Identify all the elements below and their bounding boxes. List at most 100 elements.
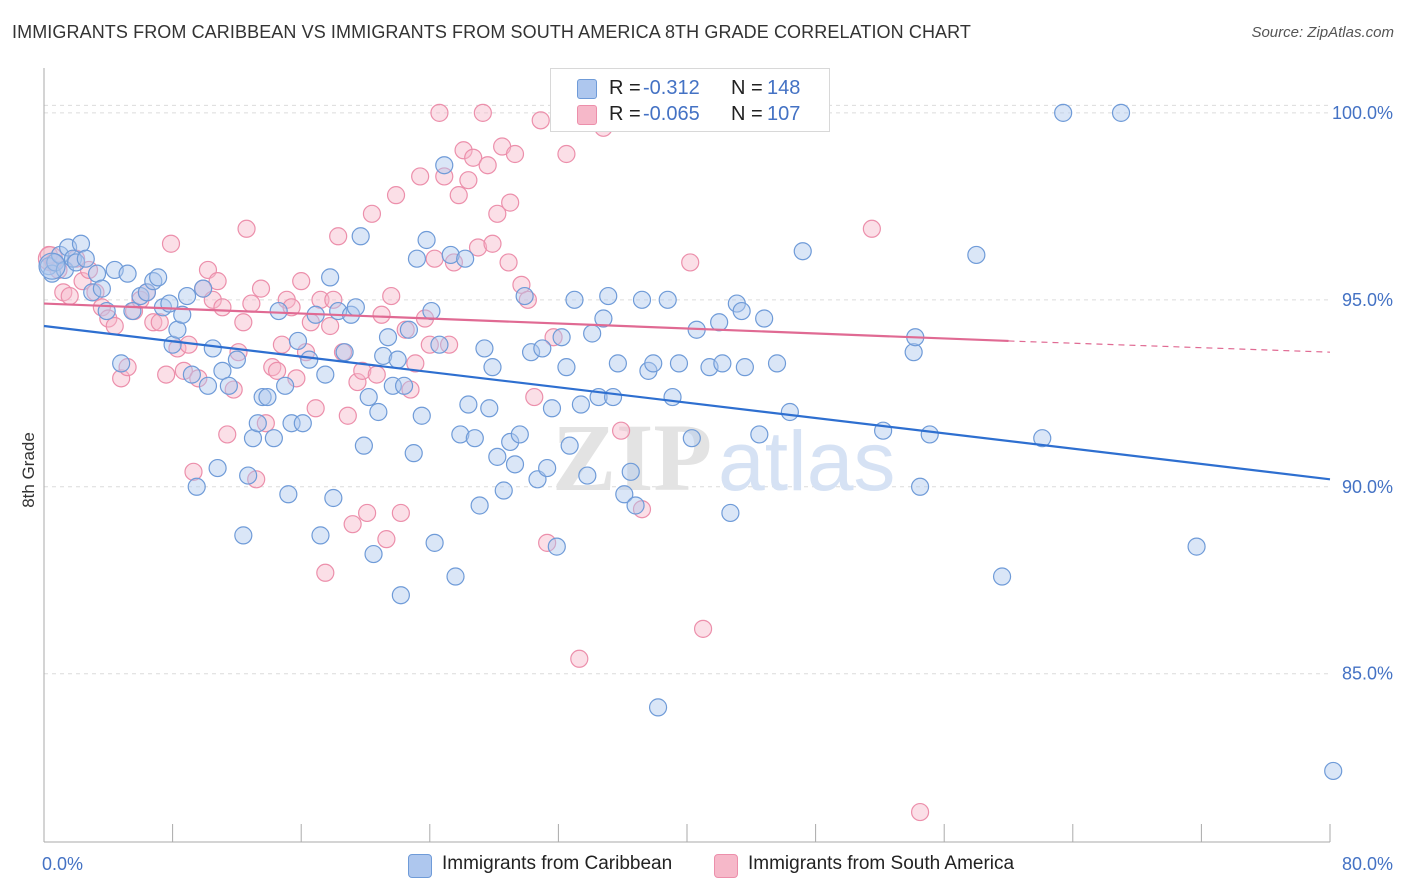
point-caribbean bbox=[732, 301, 751, 321]
point-caribbean bbox=[721, 503, 740, 523]
point-south-america bbox=[234, 313, 253, 332]
point-caribbean bbox=[374, 346, 393, 366]
point-south-america bbox=[910, 802, 930, 822]
point-caribbean bbox=[533, 339, 552, 358]
point-caribbean bbox=[417, 230, 436, 250]
y-tick-label: 95.0% bbox=[1342, 290, 1393, 310]
point-caribbean bbox=[378, 328, 398, 347]
point-caribbean bbox=[615, 485, 634, 504]
point-caribbean bbox=[149, 268, 168, 287]
point-caribbean bbox=[227, 350, 246, 369]
point-south-america bbox=[483, 234, 502, 253]
point-caribbean bbox=[1033, 429, 1052, 448]
point-caribbean bbox=[547, 537, 566, 556]
point-caribbean bbox=[399, 320, 419, 339]
point-south-america bbox=[488, 204, 507, 223]
point-south-america bbox=[464, 148, 483, 167]
point-caribbean bbox=[644, 354, 663, 373]
point-caribbean bbox=[510, 425, 529, 444]
n-label: N = bbox=[731, 103, 763, 125]
point-south-america bbox=[348, 372, 367, 392]
legend-swatch-south-america bbox=[714, 854, 738, 878]
point-south-america bbox=[411, 167, 430, 186]
point-south-america bbox=[272, 335, 292, 354]
point-caribbean bbox=[494, 481, 513, 500]
point-caribbean bbox=[560, 436, 579, 455]
point-caribbean bbox=[542, 399, 562, 418]
point-caribbean bbox=[608, 354, 627, 373]
point-caribbean bbox=[446, 567, 465, 586]
point-south-america bbox=[242, 294, 261, 313]
point-caribbean bbox=[364, 544, 383, 564]
point-south-america bbox=[611, 421, 631, 440]
point-caribbean bbox=[137, 283, 156, 302]
point-caribbean bbox=[293, 414, 312, 433]
legend-row-south-america: R = -0.065 N = 107 bbox=[551, 101, 829, 127]
point-south-america bbox=[501, 193, 520, 212]
point-caribbean bbox=[269, 301, 288, 321]
point-caribbean bbox=[112, 354, 131, 373]
point-south-america bbox=[321, 316, 340, 336]
point-south-america bbox=[862, 219, 881, 238]
point-south-america bbox=[468, 238, 488, 257]
y-axis-label: 8th Grade bbox=[19, 432, 38, 508]
point-caribbean bbox=[480, 399, 499, 418]
point-caribbean bbox=[603, 387, 623, 407]
legend-stats: R = -0.312 N = 148 R = -0.065 N = 107 bbox=[550, 68, 830, 132]
point-caribbean bbox=[552, 328, 571, 347]
point-caribbean bbox=[1111, 103, 1131, 122]
point-caribbean bbox=[346, 298, 365, 317]
point-south-america bbox=[367, 365, 386, 384]
point-caribbean bbox=[632, 290, 652, 309]
point-caribbean bbox=[248, 414, 267, 433]
n-value: 148 bbox=[767, 77, 801, 99]
point-south-america bbox=[391, 503, 410, 523]
point-south-america bbox=[386, 186, 406, 205]
point-caribbean bbox=[967, 245, 986, 265]
point-caribbean bbox=[359, 387, 378, 407]
point-caribbean bbox=[621, 462, 640, 481]
point-south-america bbox=[292, 272, 311, 291]
point-south-america bbox=[329, 227, 348, 246]
point-caribbean bbox=[264, 429, 283, 448]
point-caribbean bbox=[565, 290, 584, 309]
point-south-america bbox=[505, 144, 525, 164]
point-south-america bbox=[208, 272, 227, 291]
point-caribbean bbox=[1187, 537, 1206, 556]
point-south-america bbox=[382, 286, 401, 306]
point-south-america bbox=[439, 335, 459, 354]
legend-swatch-caribbean bbox=[408, 854, 432, 878]
r-value: -0.312 bbox=[643, 77, 700, 99]
watermark-atlas: atlas bbox=[718, 414, 895, 508]
point-caribbean bbox=[1054, 103, 1073, 122]
legend-swatch-caribbean bbox=[577, 79, 597, 99]
point-caribbean bbox=[76, 249, 95, 268]
point-caribbean bbox=[354, 436, 373, 455]
point-caribbean bbox=[904, 343, 923, 362]
point-caribbean bbox=[311, 526, 330, 545]
point-caribbean bbox=[767, 354, 787, 373]
point-caribbean bbox=[118, 264, 137, 283]
point-south-america bbox=[362, 204, 382, 223]
point-caribbean bbox=[335, 343, 354, 362]
point-caribbean bbox=[501, 432, 520, 452]
point-south-america bbox=[420, 335, 439, 354]
point-south-america bbox=[525, 387, 544, 407]
point-south-america bbox=[316, 563, 335, 582]
point-south-america bbox=[237, 219, 256, 238]
legend-row-caribbean: R = -0.312 N = 148 bbox=[551, 75, 829, 101]
point-caribbean bbox=[626, 496, 645, 515]
point-caribbean bbox=[750, 425, 769, 444]
point-south-america bbox=[372, 305, 391, 324]
point-caribbean bbox=[521, 343, 541, 362]
point-south-america bbox=[338, 406, 357, 425]
point-caribbean bbox=[483, 358, 502, 377]
point-south-america bbox=[184, 462, 203, 481]
point-south-america bbox=[358, 503, 377, 523]
point-caribbean bbox=[425, 533, 444, 552]
point-caribbean bbox=[300, 350, 319, 369]
point-caribbean bbox=[583, 324, 602, 343]
point-south-america bbox=[693, 619, 713, 638]
legend-series: Immigrants from Caribbean Immigrants fro… bbox=[0, 852, 1406, 880]
